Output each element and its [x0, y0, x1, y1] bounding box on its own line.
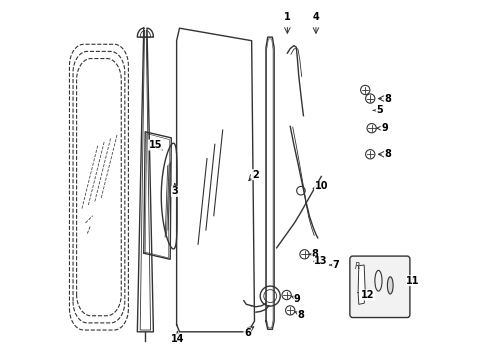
Text: 7: 7: [332, 260, 339, 270]
Text: 8: 8: [297, 310, 304, 320]
Text: 9: 9: [380, 123, 387, 133]
Polygon shape: [357, 265, 365, 304]
Text: 11: 11: [406, 276, 419, 286]
Text: 10: 10: [314, 181, 327, 192]
Ellipse shape: [386, 277, 392, 294]
Polygon shape: [265, 37, 274, 329]
Text: R: R: [354, 262, 360, 271]
Text: 6: 6: [244, 328, 250, 338]
Text: 3: 3: [171, 186, 178, 197]
Text: 1: 1: [284, 13, 290, 22]
Text: 15: 15: [148, 140, 162, 150]
Text: 8: 8: [311, 249, 318, 259]
Text: 14: 14: [170, 334, 183, 344]
Text: 9: 9: [293, 294, 300, 303]
Polygon shape: [176, 28, 254, 332]
Text: 5: 5: [375, 105, 382, 115]
Polygon shape: [161, 143, 177, 249]
Text: 4: 4: [312, 13, 319, 22]
Text: 13: 13: [314, 256, 327, 266]
Text: 2: 2: [251, 170, 258, 180]
Text: 8: 8: [384, 149, 391, 159]
Text: 8: 8: [384, 94, 391, 104]
FancyBboxPatch shape: [349, 256, 409, 318]
Text: 12: 12: [360, 290, 374, 300]
